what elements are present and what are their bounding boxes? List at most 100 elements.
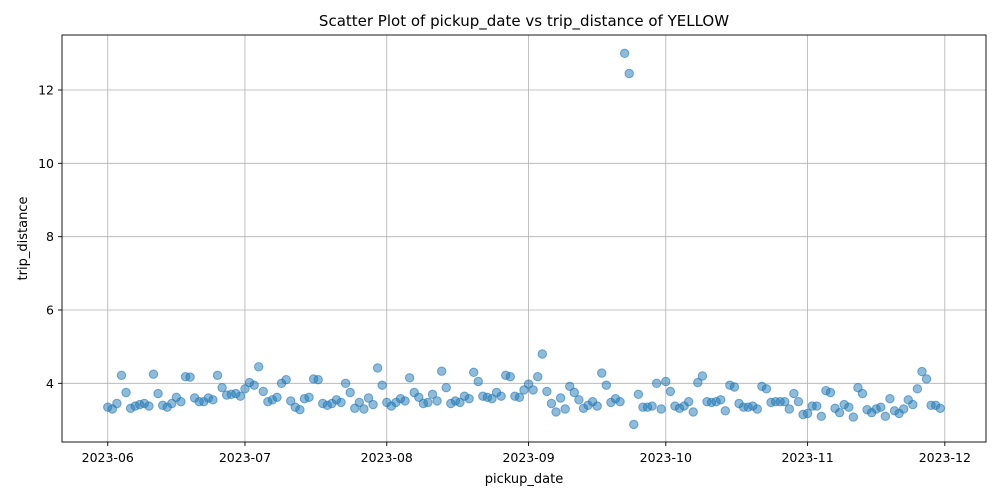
data-point — [464, 394, 474, 404]
y-tick-label: 6 — [46, 303, 54, 318]
data-point — [185, 372, 195, 382]
x-tick-label: 2023-11 — [781, 450, 833, 465]
data-point — [802, 408, 813, 419]
data-point — [601, 380, 612, 390]
data-point — [629, 419, 639, 430]
data-point — [249, 380, 259, 390]
x-tick-label: 2023-09 — [502, 450, 554, 465]
data-point — [423, 397, 433, 408]
data-point — [908, 399, 918, 410]
data-point — [404, 373, 415, 383]
data-point — [295, 405, 305, 415]
data-point — [272, 392, 282, 402]
data-point — [683, 396, 694, 407]
data-point — [414, 392, 424, 402]
data-point — [720, 406, 730, 416]
x-tick-label: 2023-06 — [82, 450, 134, 465]
chart-title: Scatter Plot of pickup_date vs trip_dist… — [319, 12, 729, 31]
y-axis-label: trip_distance — [16, 197, 31, 281]
data-point — [574, 395, 584, 405]
data-point — [834, 407, 845, 418]
data-point — [592, 401, 602, 411]
data-point — [729, 382, 740, 392]
data-point — [555, 393, 566, 403]
data-point — [304, 392, 314, 402]
data-point — [619, 48, 630, 59]
data-point — [569, 387, 580, 398]
data-point — [789, 388, 799, 399]
data-point — [359, 404, 369, 414]
data-point — [880, 411, 891, 422]
data-point — [528, 385, 538, 395]
data-point — [935, 403, 945, 413]
grid-lines — [62, 35, 986, 442]
data-point — [455, 397, 465, 408]
x-tick-label: 2023-12 — [919, 450, 971, 465]
data-point — [647, 401, 657, 411]
data-point — [487, 394, 497, 404]
data-point — [693, 377, 703, 388]
data-point — [148, 369, 159, 379]
data-point — [313, 374, 323, 385]
y-tick-label: 8 — [46, 229, 54, 244]
data-point — [688, 407, 698, 417]
data-point — [848, 412, 859, 422]
data-point — [208, 395, 218, 405]
data-point — [597, 368, 607, 378]
data-point — [844, 402, 854, 412]
data-point — [615, 396, 625, 407]
data-point — [468, 367, 479, 378]
y-tick-label: 12 — [38, 83, 54, 98]
data-point — [697, 371, 708, 381]
data-point — [656, 404, 666, 414]
data-point — [336, 397, 346, 408]
x-tick-label: 2023-08 — [361, 450, 413, 465]
data-point — [505, 372, 515, 382]
x-axis-label: pickup_date — [485, 472, 563, 487]
data-point — [496, 391, 506, 401]
data-point — [372, 363, 383, 373]
data-point — [537, 349, 547, 359]
data-point — [876, 402, 886, 412]
data-point — [546, 398, 557, 409]
data-point — [633, 389, 644, 400]
data-point — [368, 399, 378, 410]
data-point — [144, 401, 154, 411]
data-point — [121, 387, 131, 398]
x-tick-label: 2023-07 — [219, 450, 271, 465]
data-points — [103, 48, 945, 430]
plot-frame — [61, 34, 987, 443]
data-point — [112, 398, 122, 409]
data-point — [116, 370, 127, 380]
data-point — [761, 384, 772, 394]
data-point — [560, 404, 570, 414]
data-point — [542, 386, 552, 397]
data-point — [240, 384, 250, 394]
data-point — [400, 396, 410, 406]
data-point — [363, 393, 374, 403]
data-point — [784, 404, 795, 414]
data-point — [340, 378, 351, 389]
data-point — [551, 407, 561, 417]
data-point — [752, 404, 762, 414]
data-point — [354, 397, 365, 408]
data-point — [917, 366, 927, 377]
axis-ticks: 2023-06 2023-07 2023-08 2023-09 2023-10 2023-… — [38, 83, 971, 466]
data-point — [235, 391, 246, 401]
data-point — [153, 388, 163, 399]
data-point — [898, 404, 909, 414]
data-point — [212, 370, 223, 380]
data-point — [432, 396, 442, 406]
data-point — [253, 362, 264, 372]
y-tick-label: 4 — [46, 376, 54, 391]
data-point — [441, 383, 451, 393]
data-point — [651, 378, 662, 389]
data-point — [921, 374, 932, 384]
data-point — [885, 394, 895, 404]
data-point — [533, 372, 543, 382]
data-point — [661, 376, 671, 387]
data-point — [715, 395, 726, 405]
data-point — [816, 411, 827, 422]
data-point — [665, 386, 676, 397]
